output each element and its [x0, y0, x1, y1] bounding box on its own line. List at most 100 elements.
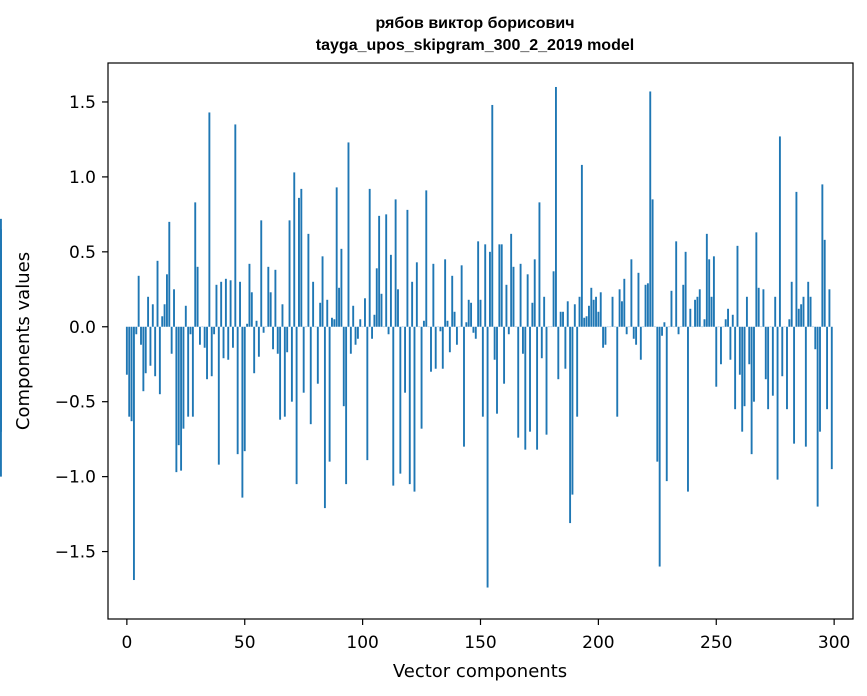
bar-289 [807, 281, 810, 327]
y-tick-label: 0.0 [69, 318, 96, 338]
bar-271 [764, 326, 767, 380]
bar-131 [434, 326, 437, 369]
bar-53 [250, 292, 253, 327]
bar-28 [191, 326, 194, 417]
bar-122 [413, 326, 416, 492]
bar-107 [378, 215, 381, 327]
bar-148 [474, 326, 477, 339]
bar-111 [387, 326, 390, 335]
bar-143 [463, 326, 465, 447]
bar-102 [366, 326, 369, 461]
bar-190 [573, 304, 576, 327]
bar-119 [406, 209, 409, 327]
bar-26 [187, 326, 190, 417]
bar-222 [649, 91, 652, 327]
bar-31 [199, 326, 201, 345]
x-tick-label: 200 [582, 633, 614, 653]
bar-163 [510, 233, 513, 327]
bar-79 [312, 281, 315, 327]
bar-263 [745, 296, 748, 327]
bar-154 [488, 251, 491, 327]
bar-127 [425, 190, 428, 327]
x-tick-label: 50 [234, 633, 256, 653]
bar-123 [415, 262, 418, 327]
bar-97 [354, 326, 357, 345]
bar-281 [788, 319, 791, 327]
bar-70 [290, 326, 293, 402]
bar-149 [477, 241, 480, 327]
bar-66 [281, 304, 284, 327]
bar-226 [658, 326, 661, 567]
bar-261 [741, 326, 744, 432]
bar-252 [720, 326, 722, 365]
chart-subtitle: tayga_upos_skipgram_300_2_2019 model [316, 37, 634, 54]
bar-85 [326, 299, 329, 327]
bar-161 [505, 284, 508, 327]
bar-262 [743, 326, 746, 407]
bar-280 [786, 326, 788, 410]
bar-200 [597, 311, 600, 327]
bar-181 [552, 271, 555, 327]
bar-121 [411, 281, 414, 327]
bar-83 [321, 256, 324, 327]
bar-202 [602, 326, 605, 348]
bar-278 [781, 326, 784, 377]
bar-245 [703, 319, 706, 327]
bar-116 [399, 326, 402, 474]
bar-236 [682, 284, 685, 327]
bar-159 [500, 244, 503, 327]
bar-71 [293, 172, 296, 327]
bar-144 [465, 322, 468, 327]
bar-248 [710, 296, 713, 327]
bar-16 [163, 304, 166, 327]
x-tick-label: 150 [464, 633, 496, 653]
bar-166 [517, 326, 520, 438]
bar-7 [142, 326, 145, 392]
bar-21 [175, 326, 178, 473]
bar-212 [625, 326, 628, 335]
bar-135 [444, 259, 447, 327]
x-tick-label: 100 [346, 633, 378, 653]
y-tick-label: 1.5 [69, 93, 96, 113]
bar-2 [130, 326, 133, 422]
bar-4 [135, 326, 138, 335]
bar-246 [705, 233, 708, 327]
bar-94 [347, 142, 350, 327]
bar-197 [590, 287, 593, 327]
bar-257 [731, 314, 734, 327]
bar-256 [729, 326, 732, 360]
bar-60 [267, 266, 270, 327]
bar-201 [599, 292, 602, 327]
bar-29 [194, 202, 197, 327]
bar-242 [696, 296, 699, 327]
bar-255 [727, 308, 729, 327]
bar-67 [283, 326, 286, 417]
bar-189 [571, 326, 574, 495]
bar-68 [286, 326, 289, 353]
bar-91 [340, 248, 343, 327]
bar-233 [675, 241, 678, 327]
bar-48 [239, 281, 241, 327]
bar-120 [408, 326, 411, 485]
bar-215 [632, 326, 635, 339]
bar-9 [147, 296, 150, 327]
bar-182 [555, 86, 557, 327]
bar-8 [144, 326, 147, 374]
bar-206 [611, 296, 614, 327]
bar-237 [684, 251, 687, 327]
bar-146 [470, 302, 473, 327]
bar-199 [595, 296, 597, 327]
bar-211 [623, 278, 626, 327]
bar-171 [529, 326, 531, 432]
bar-153 [486, 326, 489, 588]
bar-241 [694, 299, 696, 327]
bar-35 [208, 112, 211, 327]
bar-105 [373, 314, 376, 327]
bar-40 [220, 281, 223, 327]
bar-63 [274, 269, 277, 327]
bar-89 [335, 187, 338, 327]
bar-268 [757, 287, 760, 327]
bar-185 [562, 311, 564, 327]
bar-184 [559, 311, 562, 327]
